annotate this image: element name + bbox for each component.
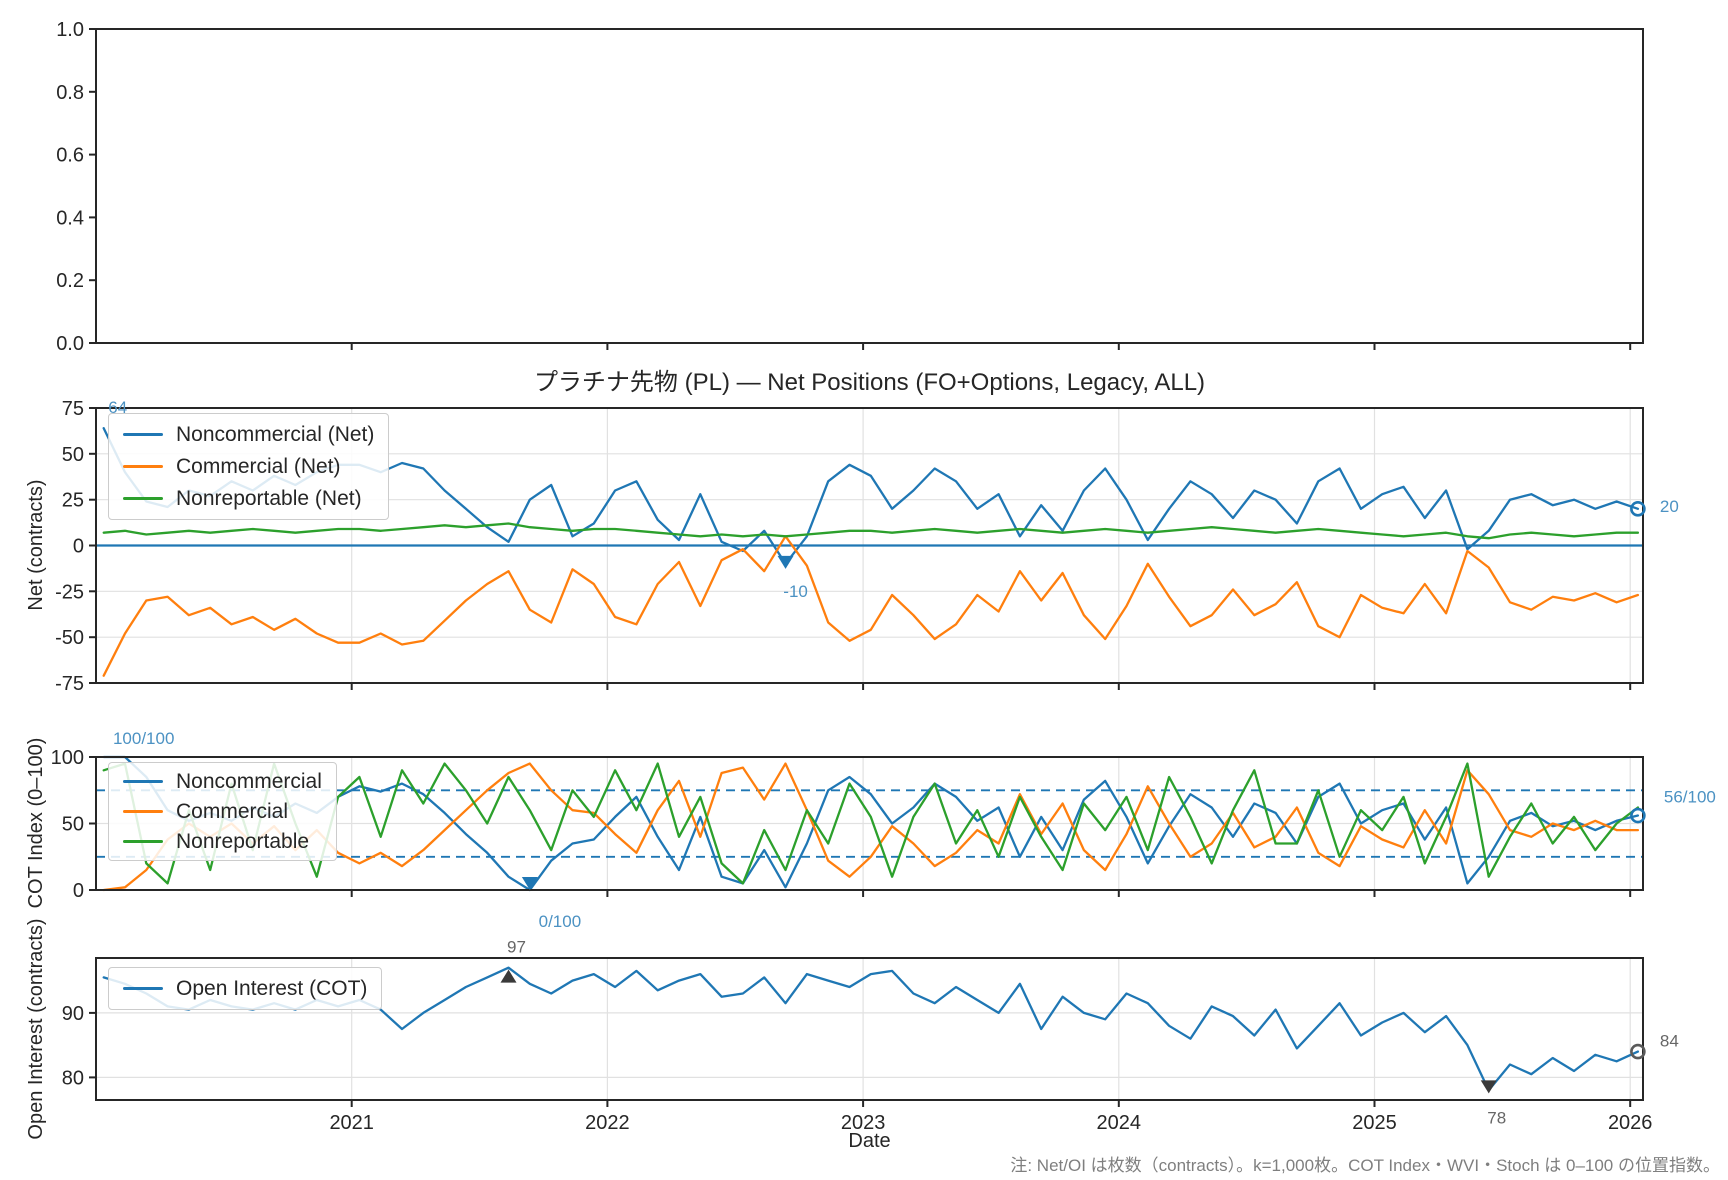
triangle-down-marker xyxy=(521,877,538,890)
legend-label: Commercial (Net) xyxy=(176,454,341,478)
chart-title: プラチナ先物 (PL) — Net Positions (FO+Options,… xyxy=(533,369,1206,396)
end-point-marker xyxy=(1630,807,1646,824)
noncommercial-index-line-sample xyxy=(123,779,163,784)
end-point-marker xyxy=(1630,501,1646,517)
annotation-value: 56/100 xyxy=(1664,788,1716,807)
x-tick-label: 2021 xyxy=(329,1112,374,1134)
legend-entry: Commercial xyxy=(123,798,322,825)
commercial-index-line-sample xyxy=(123,809,163,814)
y-tick-label: 0.8 xyxy=(56,82,84,104)
commercial-index-line xyxy=(102,762,1640,892)
panel-border xyxy=(95,28,1644,344)
x-tick-label: 2026 xyxy=(1608,1112,1653,1134)
legend-entry: Noncommercial (Net) xyxy=(123,421,374,448)
y-tick-label: 50 xyxy=(62,444,84,466)
annotation-value: 78 xyxy=(1487,1108,1506,1127)
y-tick-label: 100 xyxy=(51,747,84,769)
annotation-value: 0/100 xyxy=(539,912,582,931)
y-tick-label: 0.2 xyxy=(56,270,84,292)
y-tick-label: 90 xyxy=(62,1003,84,1025)
commercial-net-line xyxy=(102,535,1640,677)
nonreportable-index-line-sample xyxy=(123,839,163,844)
y-tick-label: 80 xyxy=(62,1067,84,1089)
commercial-line-sample xyxy=(123,464,163,469)
annotation-value: 64 xyxy=(108,398,127,417)
legend-entry: Commercial (Net) xyxy=(123,453,374,480)
nonreportable-index-line xyxy=(102,762,1640,885)
y-tick-label: 0.6 xyxy=(56,145,84,167)
x-tick-label: 2025 xyxy=(1352,1112,1397,1134)
triangle-up-marker xyxy=(500,969,517,983)
legend-entry: Nonreportable xyxy=(123,828,322,855)
x-tick-label: 2022 xyxy=(585,1112,630,1134)
triangle-down-marker xyxy=(777,555,794,569)
x-tick-label: 2024 xyxy=(1097,1112,1142,1134)
end-point-marker xyxy=(1630,1043,1646,1060)
y-tick-label: 0 xyxy=(73,880,84,902)
net-y-axis-label: Net (contracts) xyxy=(25,479,47,611)
legend-entry: Noncommercial xyxy=(123,768,322,795)
open-interest-line-sample xyxy=(123,986,163,991)
noncommercial-line-sample xyxy=(123,432,163,437)
annotation-value: 20 xyxy=(1660,497,1679,516)
net-panel-legend: Noncommercial (Net) Commercial (Net) Non… xyxy=(108,413,390,520)
y-tick-label: 0.4 xyxy=(56,207,84,229)
annotation-value: 100/100 xyxy=(113,729,174,748)
y-tick-label: -50 xyxy=(55,627,84,649)
legend-label: Nonreportable xyxy=(176,829,310,853)
noncommercial-index-line xyxy=(102,755,1640,892)
legend-entry: Nonreportable (Net) xyxy=(123,485,374,512)
y-tick-label: 75 xyxy=(62,398,84,420)
y-tick-label: -25 xyxy=(55,581,84,603)
legend-entry: Open Interest (COT) xyxy=(123,975,367,1002)
legend-label: Nonreportable (Net) xyxy=(176,486,362,510)
y-tick-label: -75 xyxy=(55,673,84,695)
annotation-value: 97 xyxy=(507,938,526,957)
triangle-down-marker xyxy=(1480,1080,1497,1094)
panel-border xyxy=(95,957,1644,1101)
y-tick-label: 50 xyxy=(62,814,84,836)
annotation-value: 84 xyxy=(1660,1032,1679,1051)
open-interest-y-axis-label: Open Interest (contracts) xyxy=(25,918,47,1140)
legend-label: Open Interest (COT) xyxy=(176,976,368,1000)
y-tick-label: 1.0 xyxy=(56,19,84,41)
y-tick-label: 0 xyxy=(73,536,84,558)
legend-label: Noncommercial (Net) xyxy=(176,422,375,446)
nonreportable-line-sample xyxy=(123,496,163,501)
x-tick-label: 2023 xyxy=(841,1112,886,1134)
annotation-value: -10 xyxy=(783,582,808,601)
legend-label: Noncommercial xyxy=(176,769,322,793)
legend-label: Commercial xyxy=(176,799,289,823)
cot-index-legend: Noncommercial Commercial Nonreportable xyxy=(108,762,337,861)
open-interest-legend: Open Interest (COT) xyxy=(108,967,383,1010)
y-tick-label: 0.0 xyxy=(56,333,84,355)
y-tick-label: 25 xyxy=(62,490,84,512)
footnote: 注: Net/OI は枚数（contracts）。k=1,000枚。COT In… xyxy=(1010,1156,1720,1175)
nonreportable-net-line xyxy=(102,522,1640,540)
x-axis-label: Date xyxy=(848,1130,891,1152)
